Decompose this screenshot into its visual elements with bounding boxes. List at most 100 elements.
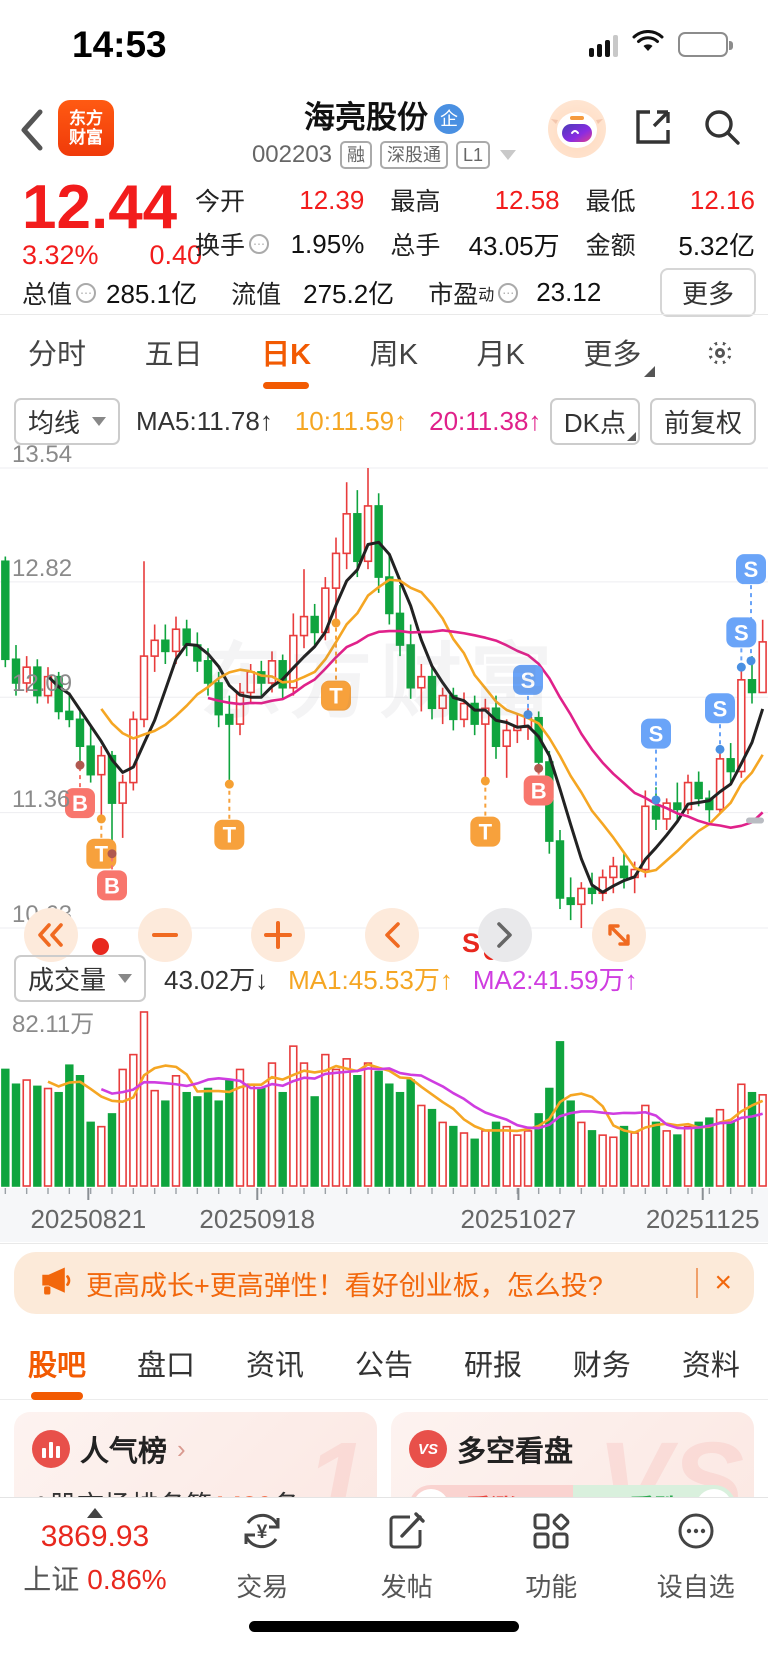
stat-label: 总值: [22, 280, 73, 309]
assistant-avatar[interactable]: [548, 100, 606, 158]
nav-add-watchlist[interactable]: 设自选: [624, 1508, 768, 1604]
stat-value: 12.58: [494, 184, 560, 215]
chevron-down-icon: [92, 416, 107, 426]
level-badge: L1: [456, 141, 491, 169]
tab-minute[interactable]: 分时: [28, 339, 87, 371]
enterprise-badge[interactable]: 企: [434, 104, 464, 134]
svg-text:S: S: [521, 668, 536, 693]
chart-settings-gear-icon[interactable]: [700, 333, 740, 378]
chevron-down-icon[interactable]: [500, 150, 517, 160]
volume-chart[interactable]: 82.11万: [0, 1000, 768, 1188]
stat-label: 市盈: [428, 280, 479, 309]
info-icon[interactable]: ⋯: [76, 282, 97, 303]
tab-news[interactable]: 资讯: [245, 1349, 304, 1382]
home-indicator[interactable]: [249, 1621, 519, 1632]
stock-code: 002203: [251, 141, 333, 168]
info-icon[interactable]: ⋯: [249, 234, 270, 254]
stat-label: 流值: [231, 280, 282, 309]
search-icon[interactable]: [700, 105, 744, 154]
more-stats-button[interactable]: 更多: [659, 268, 756, 317]
pan-right-button[interactable]: [478, 908, 532, 962]
chevron-right-icon: ›: [177, 1433, 186, 1464]
corner-triangle-icon: [626, 431, 636, 441]
fuquan-button[interactable]: 前复权: [649, 397, 756, 445]
svg-text:¥: ¥: [257, 1522, 268, 1543]
pan-left-button[interactable]: [365, 908, 419, 962]
divider: [696, 1268, 699, 1298]
index-name: 上证: [23, 1564, 80, 1595]
volume-chart-svg: [1, 1011, 767, 1187]
svg-text:B: B: [104, 873, 120, 898]
tab-profile[interactable]: 资料: [681, 1349, 740, 1382]
tab-daily-k[interactable]: 日K: [261, 331, 311, 379]
volume-selector-dropdown[interactable]: 成交量: [14, 954, 147, 1002]
promo-banner[interactable]: 更高成长+更高弹性！看好创业板，怎么投? ×: [14, 1252, 754, 1314]
volume-max-label: 82.11万: [12, 1011, 95, 1038]
back-button[interactable]: [14, 104, 54, 156]
stat-value: 275.2亿: [303, 279, 395, 309]
zoom-out-button[interactable]: [138, 908, 192, 962]
connect-badge: 深股通: [380, 141, 449, 169]
tab-five-day[interactable]: 五日: [144, 339, 203, 371]
svg-text:B: B: [72, 791, 88, 816]
tab-monthly-k[interactable]: 月K: [476, 339, 525, 371]
divider: [0, 1243, 768, 1244]
date-label: 20250821: [30, 1204, 147, 1234]
date-label: 20250918: [199, 1204, 316, 1234]
card-title: 人气榜: [80, 1436, 168, 1468]
tab-more[interactable]: 更多: [583, 331, 656, 379]
change-percent: 3.32%: [22, 240, 99, 270]
ma10-value: 10:11.59↑: [294, 405, 408, 436]
volume-ma1: MA1:45.53万↑: [288, 964, 453, 995]
stat-label: 今开: [195, 188, 246, 216]
stat-value: 1.95%: [290, 228, 365, 259]
stat-value: 12.39: [299, 184, 365, 215]
nav-trade[interactable]: ¥ 交易: [190, 1508, 335, 1604]
date-label: 20251027: [460, 1204, 577, 1234]
rewind-button[interactable]: [24, 908, 78, 962]
eastmoney-logo[interactable]: 东方 财富: [58, 100, 114, 156]
zoom-in-button[interactable]: [251, 908, 305, 962]
close-icon[interactable]: ×: [714, 1266, 732, 1299]
svg-text:T: T: [329, 684, 343, 709]
svg-text:B: B: [531, 778, 547, 803]
caret-up-icon: [87, 1508, 103, 1518]
tab-weekly-k[interactable]: 周K: [369, 339, 418, 371]
index-percent: 0.86%: [87, 1564, 167, 1595]
svg-text:S: S: [744, 557, 759, 582]
ma5-value: MA5:11.78↑: [136, 405, 273, 436]
nav-functions[interactable]: 功能: [479, 1508, 624, 1604]
tab-pankou[interactable]: 盘口: [136, 1349, 195, 1382]
battery-icon: [678, 32, 733, 57]
bottom-nav-bar: 3869.93 上证 0.86% ¥ 交易 发帖 功能: [0, 1497, 768, 1663]
date-label: 20251125: [645, 1204, 760, 1234]
index-quote-shanghai[interactable]: 3869.93 上证 0.86%: [0, 1508, 190, 1598]
stat-label: 最低: [585, 188, 636, 216]
tab-financials[interactable]: 财务: [572, 1349, 631, 1382]
share-icon[interactable]: [630, 104, 676, 155]
corner-triangle-icon: [644, 366, 656, 377]
tab-announcements[interactable]: 公告: [354, 1349, 413, 1382]
ma20-value: 20:11.38↑: [429, 405, 542, 436]
resize-chart-button[interactable]: [592, 908, 646, 962]
banner-text: 更高成长+更高弹性！看好创业板，怎么投?: [86, 1270, 603, 1301]
divider: [0, 314, 768, 315]
svg-text:S: S: [649, 722, 664, 747]
dk-point-button[interactable]: DK点: [549, 397, 640, 445]
last-price: 12.44: [22, 173, 178, 242]
nav-post[interactable]: 发帖: [335, 1508, 480, 1604]
stock-name: 海亮股份: [304, 100, 428, 135]
tab-research[interactable]: 研报: [463, 1349, 522, 1382]
svg-text:T: T: [479, 820, 493, 845]
ellipsis-circle-icon: [673, 1508, 719, 1559]
stat-value: 23.12: [536, 277, 602, 307]
content-tab-bar: 股吧 盘口 资讯 公告 研报 财务 资料: [0, 1326, 768, 1400]
volume-ma2: MA2:41.59万↑: [472, 964, 638, 995]
info-icon[interactable]: ⋯: [498, 282, 519, 303]
wifi-icon: [632, 30, 664, 59]
ma-selector-dropdown[interactable]: 均线: [14, 397, 121, 445]
tab-guba[interactable]: 股吧: [28, 1342, 86, 1384]
vs-icon: VS: [409, 1430, 447, 1468]
